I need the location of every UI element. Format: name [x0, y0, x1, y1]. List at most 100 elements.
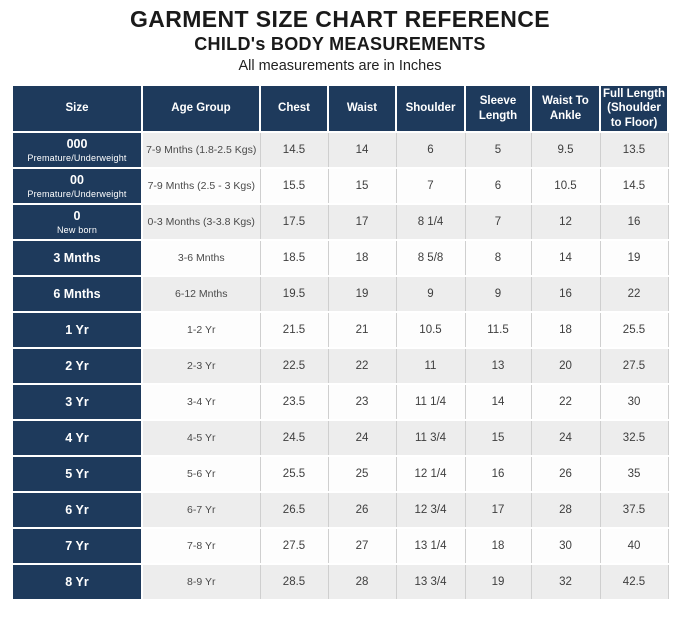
column-header-size: Size: [11, 84, 143, 134]
page-subtitle: CHILD's BODY MEASUREMENTS: [194, 34, 486, 55]
age-group-cell: 2-3 Yr: [141, 347, 261, 386]
full-length-cell: 32.5: [599, 419, 669, 458]
sleeve-length-cell: 19: [464, 563, 532, 602]
size-cell: 000 Premature/Underweight: [11, 131, 143, 170]
size-label: 000: [66, 137, 88, 152]
size-label: 0: [73, 209, 81, 224]
age-group-cell: 8-9 Yr: [141, 563, 261, 602]
chest-cell: 15.5: [259, 167, 329, 206]
sleeve-length-cell: 8: [464, 239, 532, 278]
table-row: 5 Yr 5-6 Yr 25.5 25 12 1/4 16 26 35: [11, 455, 669, 494]
age-group-cell: 5-6 Yr: [141, 455, 261, 494]
age-group-cell: 7-8 Yr: [141, 527, 261, 566]
table-row: 2 Yr 2-3 Yr 22.5 22 11 13 20 27.5: [11, 347, 669, 386]
chest-cell: 26.5: [259, 491, 329, 530]
shoulder-cell: 10.5: [395, 311, 466, 350]
full-length-cell: 13.5: [599, 131, 669, 170]
age-group-cell: 1-2 Yr: [141, 311, 261, 350]
header-row: Size Age Group Chest Waist Shoulder Slee…: [11, 84, 669, 134]
table-row: 7 Yr 7-8 Yr 27.5 27 13 1/4 18 30 40: [11, 527, 669, 566]
size-cell: 6 Mnths: [11, 275, 143, 314]
table-row: 3 Mnths 3-6 Mnths 18.5 18 8 5/8 8 14 19: [11, 239, 669, 278]
chest-cell: 25.5: [259, 455, 329, 494]
column-header-shoulder: Shoulder: [395, 84, 466, 134]
age-group-cell: 7-9 Mnths (1.8-2.5 Kgs): [141, 131, 261, 170]
waist-cell: 26: [327, 491, 397, 530]
size-label: 3 Yr: [65, 394, 89, 409]
full-length-cell: 16: [599, 203, 669, 242]
size-sublabel: Premature/Underweight: [27, 188, 127, 199]
waist-cell: 28: [327, 563, 397, 602]
shoulder-cell: 7: [395, 167, 466, 206]
page-title: GARMENT SIZE CHART REFERENCE: [129, 6, 551, 32]
full-length-cell: 14.5: [599, 167, 669, 206]
full-length-cell: 37.5: [599, 491, 669, 530]
chest-cell: 27.5: [259, 527, 329, 566]
sleeve-length-cell: 17: [464, 491, 532, 530]
age-group-cell: 4-5 Yr: [141, 419, 261, 458]
size-cell: 6 Yr: [11, 491, 143, 530]
waist-cell: 22: [327, 347, 397, 386]
full-length-cell: 22: [599, 275, 669, 314]
size-cell: 2 Yr: [11, 347, 143, 386]
size-label: 6 Yr: [65, 502, 89, 517]
shoulder-cell: 11 1/4: [395, 383, 466, 422]
size-label: 6 Mnths: [53, 286, 101, 301]
size-cell: 0 New born: [11, 203, 143, 242]
column-header-chest: Chest: [259, 84, 329, 134]
size-sublabel: New born: [56, 224, 98, 235]
shoulder-cell: 13 3/4: [395, 563, 466, 602]
sleeve-length-cell: 7: [464, 203, 532, 242]
waist-to-ankle-cell: 16: [530, 275, 601, 314]
size-label: 5 Yr: [65, 466, 89, 481]
shoulder-cell: 11 3/4: [395, 419, 466, 458]
shoulder-cell: 12 1/4: [395, 455, 466, 494]
size-label: 1 Yr: [65, 322, 89, 337]
table-row: 6 Yr 6-7 Yr 26.5 26 12 3/4 17 28 37.5: [11, 491, 669, 530]
waist-to-ankle-cell: 26: [530, 455, 601, 494]
sleeve-length-cell: 14: [464, 383, 532, 422]
shoulder-cell: 6: [395, 131, 466, 170]
size-cell: 5 Yr: [11, 455, 143, 494]
chest-cell: 14.5: [259, 131, 329, 170]
full-length-cell: 30: [599, 383, 669, 422]
shoulder-cell: 13 1/4: [395, 527, 466, 566]
size-cell: 1 Yr: [11, 311, 143, 350]
waist-cell: 23: [327, 383, 397, 422]
shoulder-cell: 8 5/8: [395, 239, 466, 278]
table-row: 1 Yr 1-2 Yr 21.5 21 10.5 11.5 18 25.5: [11, 311, 669, 350]
sleeve-length-cell: 6: [464, 167, 532, 206]
waist-cell: 15: [327, 167, 397, 206]
waist-to-ankle-cell: 32: [530, 563, 601, 602]
size-cell: 4 Yr: [11, 419, 143, 458]
waist-to-ankle-cell: 30: [530, 527, 601, 566]
column-header-age-group: Age Group: [141, 84, 261, 134]
sleeve-length-cell: 15: [464, 419, 532, 458]
chest-cell: 24.5: [259, 419, 329, 458]
size-cell: 7 Yr: [11, 527, 143, 566]
column-header-waist: Waist: [327, 84, 397, 134]
chest-cell: 18.5: [259, 239, 329, 278]
waist-cell: 17: [327, 203, 397, 242]
full-length-cell: 42.5: [599, 563, 669, 602]
waist-to-ankle-cell: 28: [530, 491, 601, 530]
title-block: GARMENT SIZE CHART REFERENCE CHILD's BOD…: [0, 0, 680, 75]
shoulder-cell: 11: [395, 347, 466, 386]
units-note: All measurements are in Inches: [238, 58, 442, 75]
waist-to-ankle-cell: 20: [530, 347, 601, 386]
sleeve-length-cell: 9: [464, 275, 532, 314]
size-sublabel: Premature/Underweight: [27, 152, 127, 163]
sleeve-length-cell: 18: [464, 527, 532, 566]
column-header-waist-to-ankle: Waist To Ankle: [530, 84, 601, 134]
age-group-cell: 3-4 Yr: [141, 383, 261, 422]
table-header: Size Age Group Chest Waist Shoulder Slee…: [11, 84, 669, 134]
shoulder-cell: 8 1/4: [395, 203, 466, 242]
full-length-cell: 27.5: [599, 347, 669, 386]
waist-cell: 21: [327, 311, 397, 350]
full-length-cell: 40: [599, 527, 669, 566]
column-header-sleeve-length: Sleeve Length: [464, 84, 532, 134]
table-row: 8 Yr 8-9 Yr 28.5 28 13 3/4 19 32 42.5: [11, 563, 669, 602]
sleeve-length-cell: 16: [464, 455, 532, 494]
table-body: 000 Premature/Underweight 7-9 Mnths (1.8-2…: [11, 131, 669, 602]
